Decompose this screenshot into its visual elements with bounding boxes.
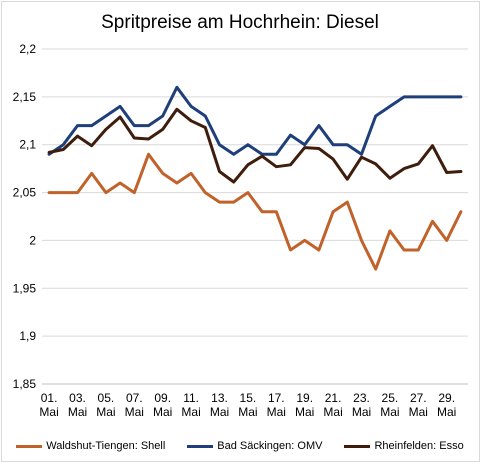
- x-tick-label: Mai: [68, 405, 87, 419]
- x-tick-label: 11.: [183, 391, 199, 405]
- x-tick-label: Mai: [210, 405, 229, 419]
- x-tick-label: Mai: [125, 405, 144, 419]
- legend-item-shell: Waldshut-Tiengen: Shell: [16, 436, 165, 456]
- x-tick-label: 17.: [268, 391, 285, 405]
- x-tick-label: Mai: [153, 405, 172, 419]
- x-tick-label: Mai: [409, 405, 428, 419]
- y-tick-label: 2,15: [13, 90, 37, 104]
- x-tick-label: Mai: [380, 405, 399, 419]
- y-tick-label: 2,2: [19, 42, 36, 56]
- grid-lines: [42, 48, 468, 385]
- chart-title: Spritpreise am Hochrhein: Diesel: [101, 12, 379, 33]
- x-tick-label: Mai: [39, 405, 58, 419]
- x-tick-label: 23.: [353, 391, 370, 405]
- series-line-2: [47, 107, 463, 184]
- x-tick-label: 09.: [154, 391, 171, 405]
- x-tick-label: 29.: [438, 391, 455, 405]
- y-tick-label: 2,1: [19, 138, 36, 152]
- x-tick-label: 07.: [126, 391, 143, 405]
- x-tick-label: 01.: [41, 391, 58, 405]
- legend-label-shell: Waldshut-Tiengen: Shell: [46, 440, 166, 452]
- x-tick-label: Mai: [181, 405, 200, 419]
- x-tick-label: 13.: [211, 391, 228, 405]
- y-tick-label: 1,9: [19, 329, 36, 343]
- y-tick-label: 2: [29, 233, 36, 247]
- series-lines: [47, 85, 463, 271]
- x-tick-label: Mai: [437, 405, 456, 419]
- legend-swatch-shell: [16, 444, 43, 448]
- series-line-1: [47, 85, 463, 156]
- x-tick-label: 27.: [410, 391, 427, 405]
- x-tick-label: Mai: [238, 405, 257, 419]
- x-tick-label: Mai: [295, 405, 314, 419]
- x-tick-label: 25.: [382, 391, 399, 405]
- x-tick-label: Mai: [323, 405, 342, 419]
- x-tick-label: 05.: [98, 391, 115, 405]
- legend: Waldshut-Tiengen: Shell Bad Säckingen: O…: [0, 436, 480, 456]
- y-tick-label: 1,85: [13, 377, 37, 391]
- x-tick-label: Mai: [352, 405, 371, 419]
- x-tick-label: 15.: [240, 391, 257, 405]
- series-line-0: [47, 152, 463, 271]
- x-tick-label: Mai: [96, 405, 115, 419]
- x-tick-label: 03.: [69, 391, 86, 405]
- x-axis: 01.Mai03.Mai05.Mai07.Mai09.Mai11.Mai13.M…: [39, 383, 468, 419]
- y-tick-label: 2,05: [13, 186, 37, 200]
- legend-item-esso: Rheinfelden: Esso: [344, 436, 464, 456]
- x-tick-label: 19.: [296, 391, 313, 405]
- legend-swatch-omv: [187, 444, 214, 448]
- legend-label-omv: Bad Säckingen: OMV: [217, 440, 323, 452]
- y-axis: 1,85 1,9 1,95 2 2,05 2,1 2,15 2,2: [13, 42, 37, 391]
- legend-label-esso: Rheinfelden: Esso: [374, 440, 464, 452]
- legend-item-omv: Bad Säckingen: OMV: [187, 436, 322, 456]
- legend-swatch-esso: [344, 444, 371, 448]
- x-tick-label: Mai: [267, 405, 286, 419]
- y-tick-label: 1,95: [13, 281, 37, 295]
- x-tick-label: 21.: [325, 391, 342, 405]
